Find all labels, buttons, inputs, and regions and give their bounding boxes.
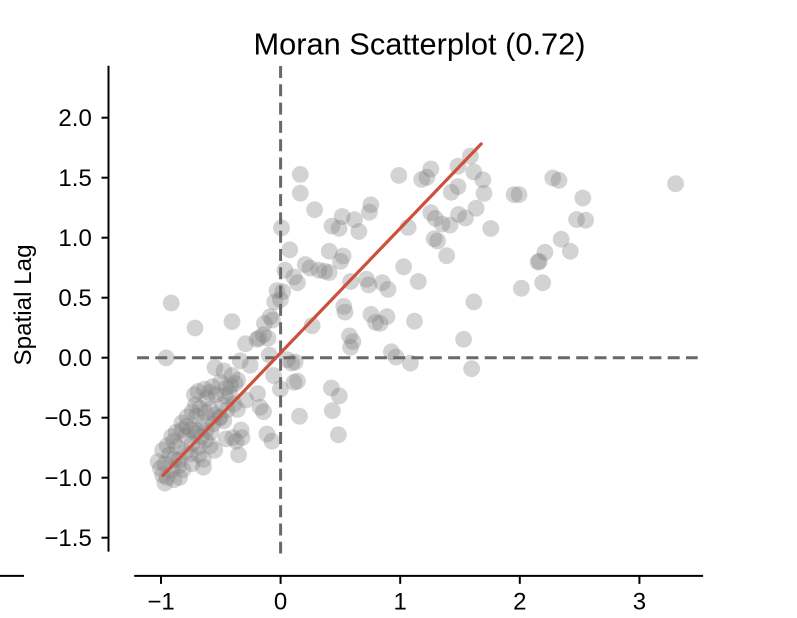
svg-text:0.0: 0.0 <box>58 345 91 372</box>
svg-text:0.5: 0.5 <box>58 285 91 312</box>
svg-text:Moran Scatterplot (0.72): Moran Scatterplot (0.72) <box>253 27 585 62</box>
svg-text:2: 2 <box>513 589 526 616</box>
svg-text:−0.5: −0.5 <box>44 405 91 432</box>
svg-text:1.5: 1.5 <box>58 165 91 192</box>
svg-text:2.0: 2.0 <box>58 105 91 132</box>
svg-text:3: 3 <box>633 589 646 616</box>
svg-text:1: 1 <box>394 589 407 616</box>
svg-text:1.0: 1.0 <box>58 225 91 252</box>
svg-text:−1.0: −1.0 <box>44 465 91 492</box>
svg-text:0: 0 <box>274 589 287 616</box>
svg-text:−1: −1 <box>147 589 174 616</box>
svg-text:Spatial Lag: Spatial Lag <box>10 244 37 365</box>
svg-text:−1.5: −1.5 <box>44 525 91 552</box>
